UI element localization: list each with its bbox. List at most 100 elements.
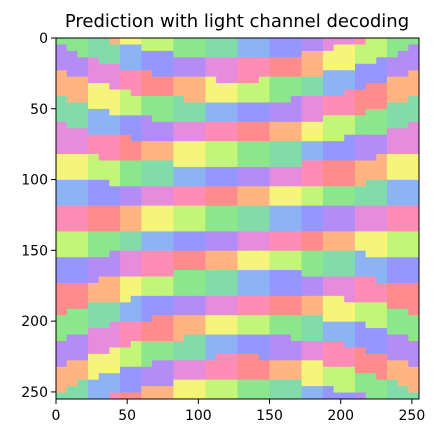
heatmap-cell — [98, 276, 110, 284]
heatmap-cell — [205, 83, 217, 91]
heatmap-cell — [258, 154, 271, 162]
heatmap-cell — [77, 108, 89, 116]
heatmap-cell — [152, 373, 164, 381]
heatmap-cell — [397, 360, 409, 368]
heatmap-cell — [141, 308, 153, 316]
heatmap-cell — [322, 302, 335, 310]
heatmap-cell — [77, 315, 89, 323]
heatmap-cell — [301, 179, 313, 187]
heatmap-cell — [56, 224, 68, 232]
heatmap-cell — [205, 76, 217, 84]
heatmap-cell — [237, 89, 249, 97]
heatmap-cell — [226, 328, 239, 336]
heatmap-cell — [184, 328, 196, 336]
heatmap-cell — [120, 366, 132, 374]
heatmap-cell — [312, 334, 324, 342]
heatmap-cell — [258, 76, 271, 84]
heatmap-cell — [397, 244, 409, 252]
y-tick-label: 50 — [30, 102, 48, 118]
heatmap-cell — [66, 302, 78, 310]
heatmap-cell — [301, 373, 313, 381]
heatmap-cell — [56, 366, 68, 374]
heatmap-cell — [88, 276, 100, 284]
heatmap-cell — [290, 96, 303, 104]
heatmap-cell — [386, 192, 399, 200]
heatmap-cell — [194, 121, 207, 129]
heatmap-cell — [333, 328, 345, 336]
heatmap-cell — [120, 134, 132, 142]
heatmap-cell — [194, 63, 207, 71]
heatmap-cell — [173, 83, 185, 91]
heatmap-cell — [258, 218, 271, 226]
heatmap-cell — [248, 108, 260, 116]
heatmap-cell — [386, 373, 399, 381]
heatmap-cell — [237, 63, 249, 71]
heatmap-cell — [120, 218, 132, 226]
heatmap-cell — [376, 263, 388, 271]
heatmap-cell — [290, 328, 303, 336]
heatmap-cell — [216, 282, 228, 291]
heatmap-cell — [120, 289, 132, 297]
y-tick-label: 0 — [39, 31, 48, 47]
heatmap-cell — [237, 276, 249, 284]
heatmap-cell — [194, 76, 207, 84]
heatmap-cell — [258, 321, 271, 329]
heatmap-cell — [365, 224, 377, 232]
heatmap-cell — [184, 244, 196, 252]
heatmap-cell — [280, 373, 292, 381]
heatmap-cell — [344, 270, 356, 278]
heatmap-cell — [109, 321, 121, 329]
heatmap-cell — [66, 270, 78, 278]
heatmap-cell — [397, 276, 409, 284]
heatmap-cell — [120, 282, 132, 291]
heatmap-cell — [194, 115, 207, 123]
heatmap-cell — [98, 121, 110, 129]
heatmap-cell — [322, 154, 335, 162]
heatmap-cell — [344, 218, 356, 226]
heatmap-cell — [376, 237, 388, 245]
heatmap-cell — [333, 121, 345, 129]
heatmap-cell — [248, 121, 260, 129]
heatmap-cell — [130, 321, 143, 329]
heatmap-cell — [109, 179, 121, 187]
heatmap-cell — [226, 257, 239, 265]
heatmap-cell — [56, 199, 68, 207]
heatmap-cell — [152, 89, 164, 97]
heatmap-cell — [301, 102, 313, 110]
heatmap-cell — [88, 237, 100, 245]
heatmap-cell — [109, 302, 121, 310]
heatmap-cell — [376, 160, 388, 168]
heatmap-cell — [269, 83, 281, 91]
heatmap-cell — [301, 289, 313, 297]
heatmap-cell — [301, 321, 313, 329]
heatmap-cell — [141, 218, 153, 226]
heatmap-cell — [354, 392, 367, 399]
heatmap-cell — [290, 63, 303, 71]
heatmap-cell — [386, 250, 399, 258]
heatmap-cell — [312, 379, 324, 387]
heatmap-cell — [397, 328, 409, 336]
heatmap-cell — [205, 224, 217, 232]
heatmap-cell — [365, 270, 377, 278]
heatmap-cell — [322, 96, 335, 104]
heatmap-cell — [365, 237, 377, 245]
heatmap-cell — [120, 379, 132, 387]
heatmap-cell — [226, 237, 239, 245]
heatmap-cell — [269, 334, 281, 342]
heatmap-cell — [386, 270, 399, 278]
heatmap-cell — [248, 89, 260, 97]
heatmap-cell — [301, 270, 313, 278]
heatmap-cell — [322, 340, 335, 349]
heatmap-cell — [56, 205, 68, 213]
heatmap-cell — [269, 386, 281, 394]
heatmap-cell — [344, 289, 356, 297]
heatmap-cell — [216, 205, 228, 213]
heatmap-cell — [77, 257, 89, 265]
heatmap-cell — [248, 295, 260, 303]
heatmap-cell — [173, 302, 185, 310]
heatmap-cell — [322, 334, 335, 342]
heatmap-cell — [98, 166, 110, 174]
heatmap-cell — [56, 237, 68, 245]
heatmap-cell — [173, 282, 185, 291]
heatmap-cell — [152, 257, 164, 265]
